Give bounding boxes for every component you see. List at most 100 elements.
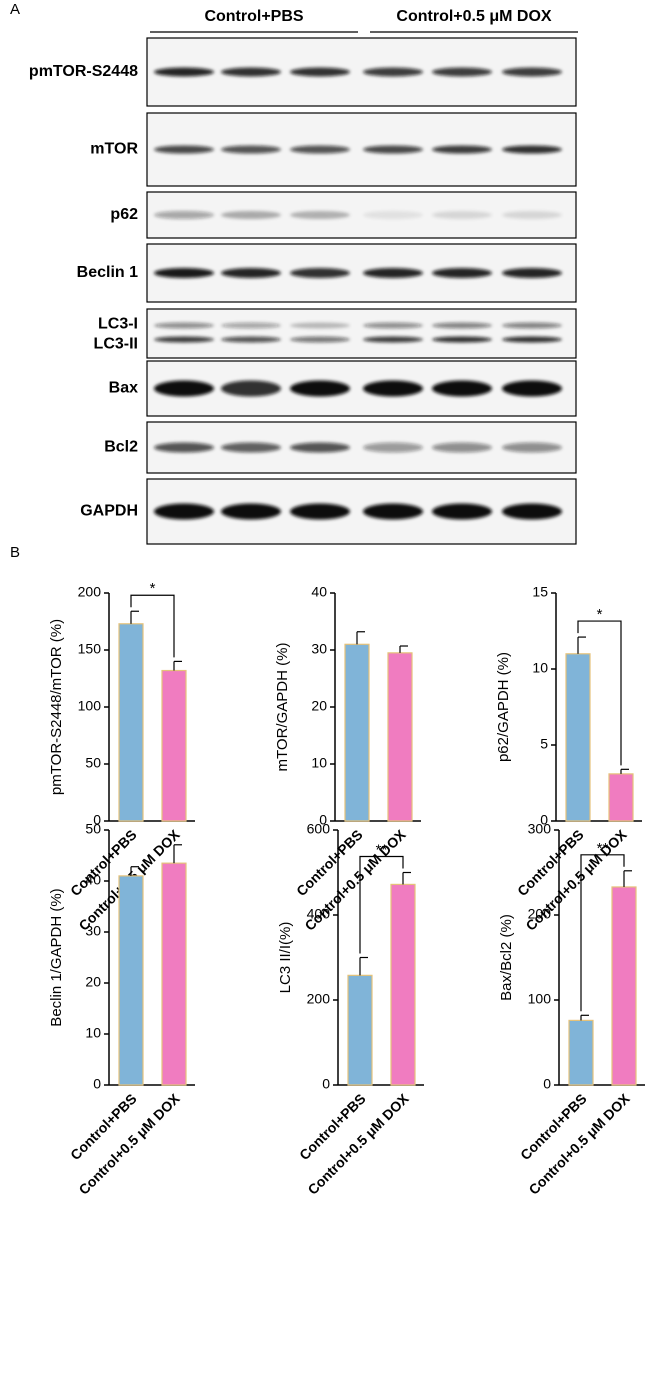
band <box>290 503 350 520</box>
significance-bracket <box>577 620 622 766</box>
y-tick-label: 50 <box>85 755 101 771</box>
band <box>221 145 281 154</box>
y-tick-label: 0 <box>540 812 548 828</box>
y-axis-label: LC3 II/I(%) <box>277 922 294 994</box>
band <box>154 336 214 343</box>
band <box>154 442 214 453</box>
band <box>432 503 492 520</box>
y-tick-label: 200 <box>528 906 552 922</box>
blot-bands <box>154 67 562 77</box>
row-label: mTOR <box>90 141 138 158</box>
y-tick-label: 20 <box>85 974 101 990</box>
blot-bands <box>154 442 562 453</box>
band <box>502 145 562 154</box>
band <box>363 322 423 329</box>
y-tick-label: 100 <box>78 698 102 714</box>
bar <box>161 862 187 1086</box>
band <box>502 442 562 453</box>
band <box>363 67 423 77</box>
bar <box>565 653 591 822</box>
band <box>502 322 562 329</box>
bar <box>344 643 370 822</box>
band <box>363 145 423 154</box>
error-bar <box>623 870 632 887</box>
row-label: Beclin 1 <box>77 264 138 281</box>
band <box>502 211 562 219</box>
band <box>290 145 350 154</box>
bar <box>118 875 144 1086</box>
panel-label: B <box>10 544 20 561</box>
y-tick-label: 200 <box>78 584 102 600</box>
row-label: pmTOR-S2448 <box>29 63 138 80</box>
blot-bands <box>154 503 562 520</box>
y-axis-label: Bax/Bcl2 (%) <box>498 914 515 1001</box>
band <box>221 268 281 278</box>
row-label: p62 <box>110 206 138 223</box>
y-tick-label: 0 <box>322 1076 330 1092</box>
y-axis-label: pmTOR-S2448/mTOR (%) <box>48 619 65 795</box>
band <box>290 442 350 453</box>
y-tick-label: 5 <box>540 736 548 752</box>
y-tick-label: 30 <box>85 923 101 939</box>
band <box>432 380 492 397</box>
row-label: GAPDH <box>80 503 138 520</box>
band <box>154 503 214 520</box>
row-label: Bcl2 <box>104 439 138 456</box>
bar <box>118 623 144 822</box>
band <box>154 67 214 77</box>
band <box>363 442 423 453</box>
band <box>221 503 281 520</box>
y-tick-label: 15 <box>532 584 548 600</box>
band <box>432 145 492 154</box>
significance-label: * <box>150 580 156 597</box>
band <box>221 211 281 219</box>
y-tick-label: 30 <box>311 641 327 657</box>
y-tick-label: 200 <box>307 991 331 1007</box>
band <box>290 380 350 397</box>
band <box>221 380 281 397</box>
band <box>290 67 350 77</box>
error-bar <box>402 871 411 885</box>
y-tick-label: 10 <box>85 1025 101 1041</box>
blot-frame <box>146 308 577 359</box>
blot-bands <box>154 322 562 343</box>
band <box>221 442 281 453</box>
significance-label: ** <box>376 841 388 858</box>
band <box>502 336 562 343</box>
band <box>432 211 492 219</box>
significance-label: * <box>597 606 603 623</box>
band <box>363 211 423 219</box>
y-tick-label: 100 <box>528 991 552 1007</box>
band <box>502 503 562 520</box>
band <box>154 322 214 329</box>
y-tick-label: 0 <box>319 812 327 828</box>
error-bar <box>130 866 139 876</box>
band <box>502 380 562 397</box>
y-tick-label: 400 <box>307 906 331 922</box>
band <box>502 67 562 77</box>
y-tick-label: 20 <box>311 698 327 714</box>
error-bar <box>399 645 408 653</box>
blot-bands <box>154 268 562 278</box>
y-axis-label: Beclin 1/GAPDH (%) <box>48 888 65 1026</box>
y-axis-label: mTOR/GAPDH (%) <box>274 643 291 772</box>
band <box>432 442 492 453</box>
bar <box>387 652 413 822</box>
group-label: Control+PBS <box>204 8 303 25</box>
row-label: LC3-II <box>94 336 138 353</box>
y-tick-label: 300 <box>528 821 552 837</box>
significance-bracket <box>580 854 625 1012</box>
band <box>432 336 492 343</box>
band <box>432 322 492 329</box>
y-tick-label: 40 <box>85 872 101 888</box>
y-tick-label: 10 <box>532 660 548 676</box>
band <box>221 322 281 329</box>
y-tick-label: 0 <box>93 812 101 828</box>
band <box>363 380 423 397</box>
row-label: LC3-I <box>98 316 138 333</box>
error-bar <box>359 956 368 976</box>
error-bar <box>620 768 629 774</box>
error-bar <box>173 844 182 864</box>
